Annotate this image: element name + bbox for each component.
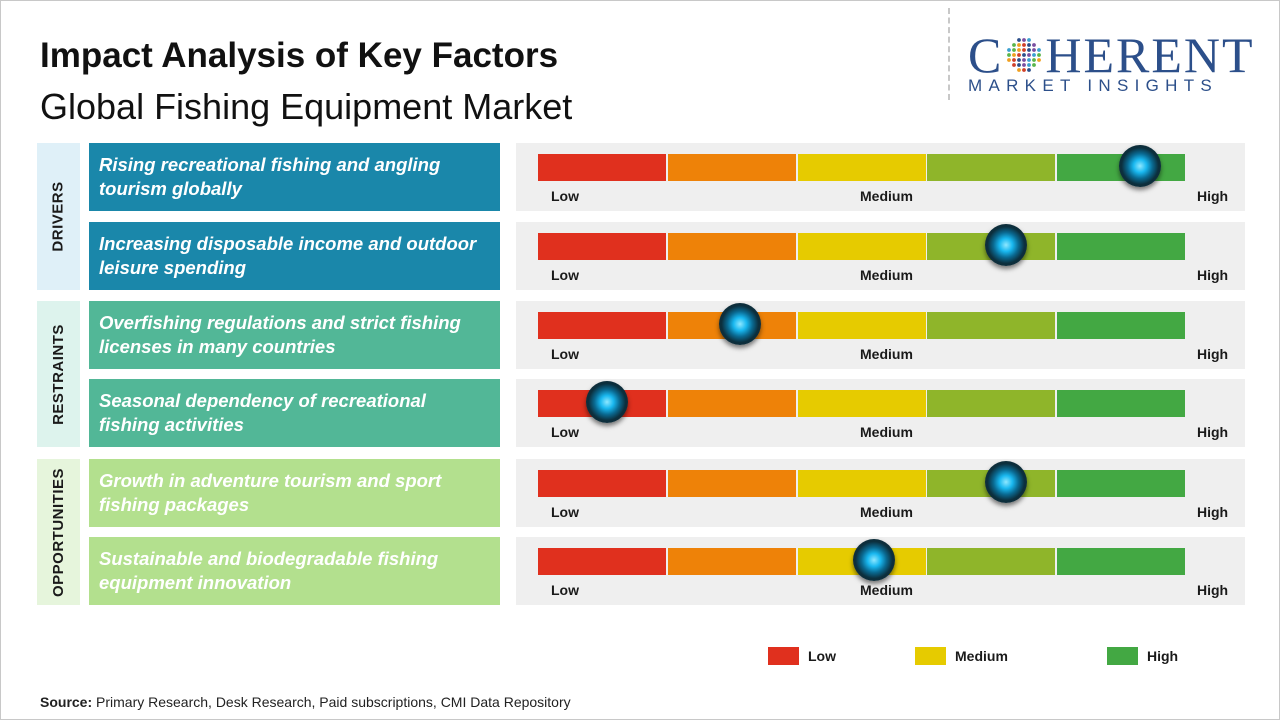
gauge-segment [538,233,666,260]
scale-label-high: High [1197,582,1229,598]
factor-box-drivers: Rising recreational fishing and angling … [89,143,500,211]
logo-text-left: C [968,27,1004,83]
scale-label-low: Low [551,504,579,520]
impact-marker [585,381,628,423]
impact-gauge: Low Medium High [516,143,1245,211]
gauge-segment [1057,233,1185,260]
logo-wordmark: C HERENT [968,28,1258,82]
gauge-segment [1057,548,1185,575]
group-label-restraints: RESTRAINTS [50,323,67,425]
gauge-segment [538,154,666,181]
gauge-segment [798,470,926,497]
group-restraints: RESTRAINTS [37,301,80,447]
gauge-segment [1057,312,1185,339]
scale-label-low: Low [551,346,579,362]
logo-text-right: HERENT [1045,27,1255,83]
gauge-segment [668,470,796,497]
gauge-segment [538,312,666,339]
factor-box-restraints: Seasonal dependency of recreational fish… [89,379,500,447]
scale-label-high: High [1197,424,1229,440]
scale-label-medium: Medium [860,424,913,440]
gauge-segment [927,548,1055,575]
scale-label-high: High [1197,504,1229,520]
impact-gauge: Low Medium High [516,537,1245,605]
logo-divider [948,8,950,100]
scale-label-medium: Medium [860,582,913,598]
factor-label: Overfishing regulations and strict fishi… [99,312,461,357]
gauge-segment [1057,470,1185,497]
impact-marker [985,224,1028,266]
gauge-segment [798,154,926,181]
legend-item-medium: Medium [915,647,1008,665]
gauge-segment [798,312,926,339]
legend-swatch-high [1107,647,1138,665]
source-note: Source: Primary Research, Desk Research,… [40,694,571,710]
scale-label-low: Low [551,188,579,204]
legend-label-medium: Medium [955,648,1008,664]
company-logo: C HERENT MARKET INSIGHTS [968,28,1258,96]
group-label-opportunities: OPPORTUNITIES [50,467,68,597]
scale-label-medium: Medium [860,267,913,283]
factor-label: Sustainable and biodegradable fishing eq… [99,548,439,593]
legend-label-high: High [1147,648,1179,664]
impact-gauge: Low Medium High [516,459,1245,527]
legend-label-low: Low [808,648,836,664]
gauge-segment [538,548,666,575]
scale-label-high: High [1197,188,1229,204]
factor-label: Seasonal dependency of recreational fish… [99,390,426,435]
impact-marker [718,303,761,345]
scale-label-medium: Medium [860,188,913,204]
gauge-segment [927,154,1055,181]
logo-dots-icon [1007,38,1042,72]
scale-label-medium: Medium [860,504,913,520]
impact-gauge: Low Medium High [516,379,1245,447]
factor-box-drivers: Increasing disposable income and outdoor… [89,222,500,290]
impact-marker [985,461,1028,503]
factor-label: Rising recreational fishing and angling … [99,154,441,199]
gauge-segment [668,390,796,417]
factor-box-opportunities: Sustainable and biodegradable fishing eq… [89,537,500,605]
factor-label: Growth in adventure tourism and sport fi… [99,470,442,515]
impact-marker [853,539,896,581]
legend-item-low: Low [768,647,836,665]
factor-box-opportunities: Growth in adventure tourism and sport fi… [89,459,500,527]
source-text: Primary Research, Desk Research, Paid su… [92,694,571,710]
factor-box-restraints: Overfishing regulations and strict fishi… [89,301,500,369]
scale-label-high: High [1197,267,1229,283]
gauge-segment [668,548,796,575]
scale-label-high: High [1197,346,1229,362]
gauge-segment [538,470,666,497]
legend-item-high: High [1107,647,1178,665]
impact-gauge: Low Medium High [516,222,1245,290]
impact-gauge: Low Medium High [516,301,1245,369]
scale-label-medium: Medium [860,346,913,362]
scale-label-low: Low [551,424,579,440]
gauge-segment [927,312,1055,339]
gauge-segment [668,233,796,260]
impact-marker [1118,145,1161,187]
scale-label-low: Low [551,267,579,283]
group-drivers: DRIVERS [37,143,80,290]
group-label-drivers: DRIVERS [50,181,67,252]
scale-label-low: Low [551,582,579,598]
chart-title: Impact Analysis of Key Factors [40,36,559,75]
gauge-segment [1057,390,1185,417]
legend-swatch-low [768,647,799,665]
factor-label: Increasing disposable income and outdoor… [99,233,477,278]
chart-subtitle: Global Fishing Equipment Market [40,86,573,127]
gauge-segment [927,390,1055,417]
legend-swatch-medium [915,647,946,665]
group-opportunities: OPPORTUNITIES [37,459,80,605]
logo-tagline: MARKET INSIGHTS [968,76,1219,95]
source-prefix: Source: [40,694,93,710]
gauge-segment [798,390,926,417]
gauge-segment [668,154,796,181]
gauge-segment [798,233,926,260]
